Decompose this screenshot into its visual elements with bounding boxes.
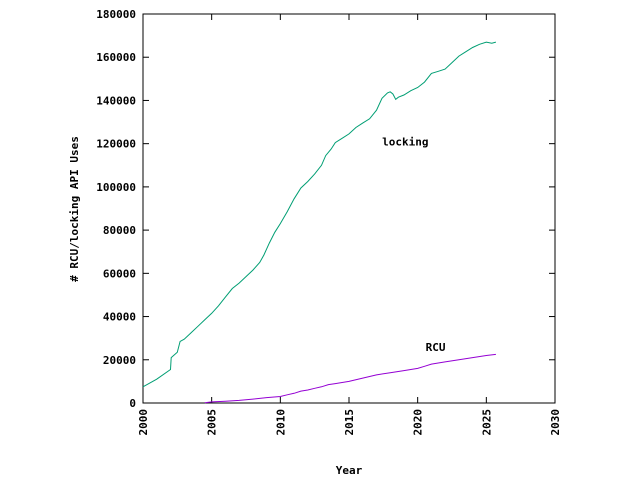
plot-frame xyxy=(142,13,556,404)
series-labels: locking RCU xyxy=(382,136,446,354)
y-tick-label: 60000 xyxy=(103,267,136,280)
x-tick-label: 2010 xyxy=(274,409,287,436)
x-tick-label: 2020 xyxy=(412,409,425,436)
y-tick-labels: 0 20000 40000 60000 80000 100000 120000 140000 1… xyxy=(96,8,136,410)
x-tick-labels: 2000 2005 2010 2015 2020 2025 2030 xyxy=(137,409,562,436)
x-tick-label: 2030 xyxy=(549,409,562,436)
x-tick-label: 2015 xyxy=(343,409,356,436)
x-tick-label: 2025 xyxy=(480,409,493,436)
series-line-rcu xyxy=(204,353,496,404)
series-label-locking: locking xyxy=(382,136,428,149)
series-label-rcu: RCU xyxy=(426,341,446,354)
series-line-locking xyxy=(142,41,497,388)
x-tick-label: 2005 xyxy=(206,409,219,436)
series-lines xyxy=(142,41,497,404)
x-tick-label: 2000 xyxy=(137,409,150,436)
y-tick-label: 0 xyxy=(129,397,136,410)
y-tick-label: 40000 xyxy=(103,311,136,324)
tick-marks xyxy=(142,13,556,404)
y-tick-label: 160000 xyxy=(96,51,136,64)
y-tick-label: 80000 xyxy=(103,224,136,237)
y-tick-label: 120000 xyxy=(96,138,136,151)
y-tick-label: 180000 xyxy=(96,8,136,21)
y-axis-title: # RCU/locking API Uses xyxy=(68,136,81,282)
x-axis-title: Year xyxy=(336,464,363,477)
y-tick-label: 100000 xyxy=(96,181,136,194)
y-tick-label: 140000 xyxy=(96,94,136,107)
y-tick-label: 20000 xyxy=(103,354,136,367)
